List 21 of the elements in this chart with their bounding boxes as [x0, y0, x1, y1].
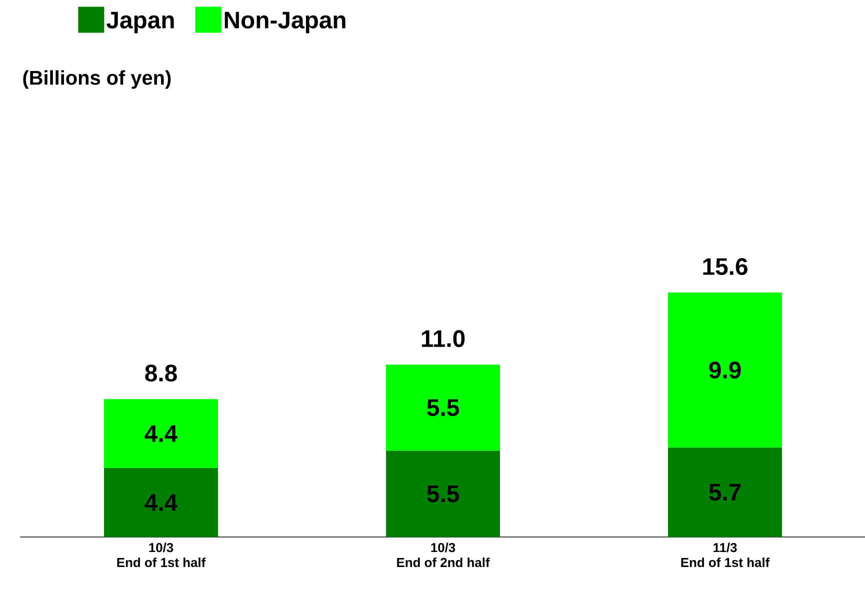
x-tick-label: 11/3 End of 1st half [681, 542, 770, 568]
data-label: 5.5 [427, 486, 459, 502]
bar [104, 399, 218, 468]
bar [104, 468, 218, 537]
x-tick-label: 10/3 End of 1st half [117, 542, 206, 568]
data-label: 5.5 [427, 399, 459, 416]
text: (Billions of yen) [23, 70, 171, 89]
bar [668, 292, 782, 448]
total-label: 11.0 [422, 330, 465, 348]
bar [668, 448, 782, 537]
bar [386, 364, 500, 451]
bar [386, 450, 500, 537]
total-label: 15.6 [703, 258, 748, 276]
data-label: 4.4 [144, 425, 178, 442]
data-label: 4.4 [144, 494, 178, 511]
data-label: 9.9 [709, 362, 741, 379]
total-label: 8.8 [145, 364, 177, 382]
x-tick-label: 10/3 End of 2nd half [397, 542, 490, 568]
data-label: 5.7 [709, 484, 741, 501]
legend-label: Japan [106, 12, 174, 34]
legend-label: Non-Japan [224, 12, 346, 34]
